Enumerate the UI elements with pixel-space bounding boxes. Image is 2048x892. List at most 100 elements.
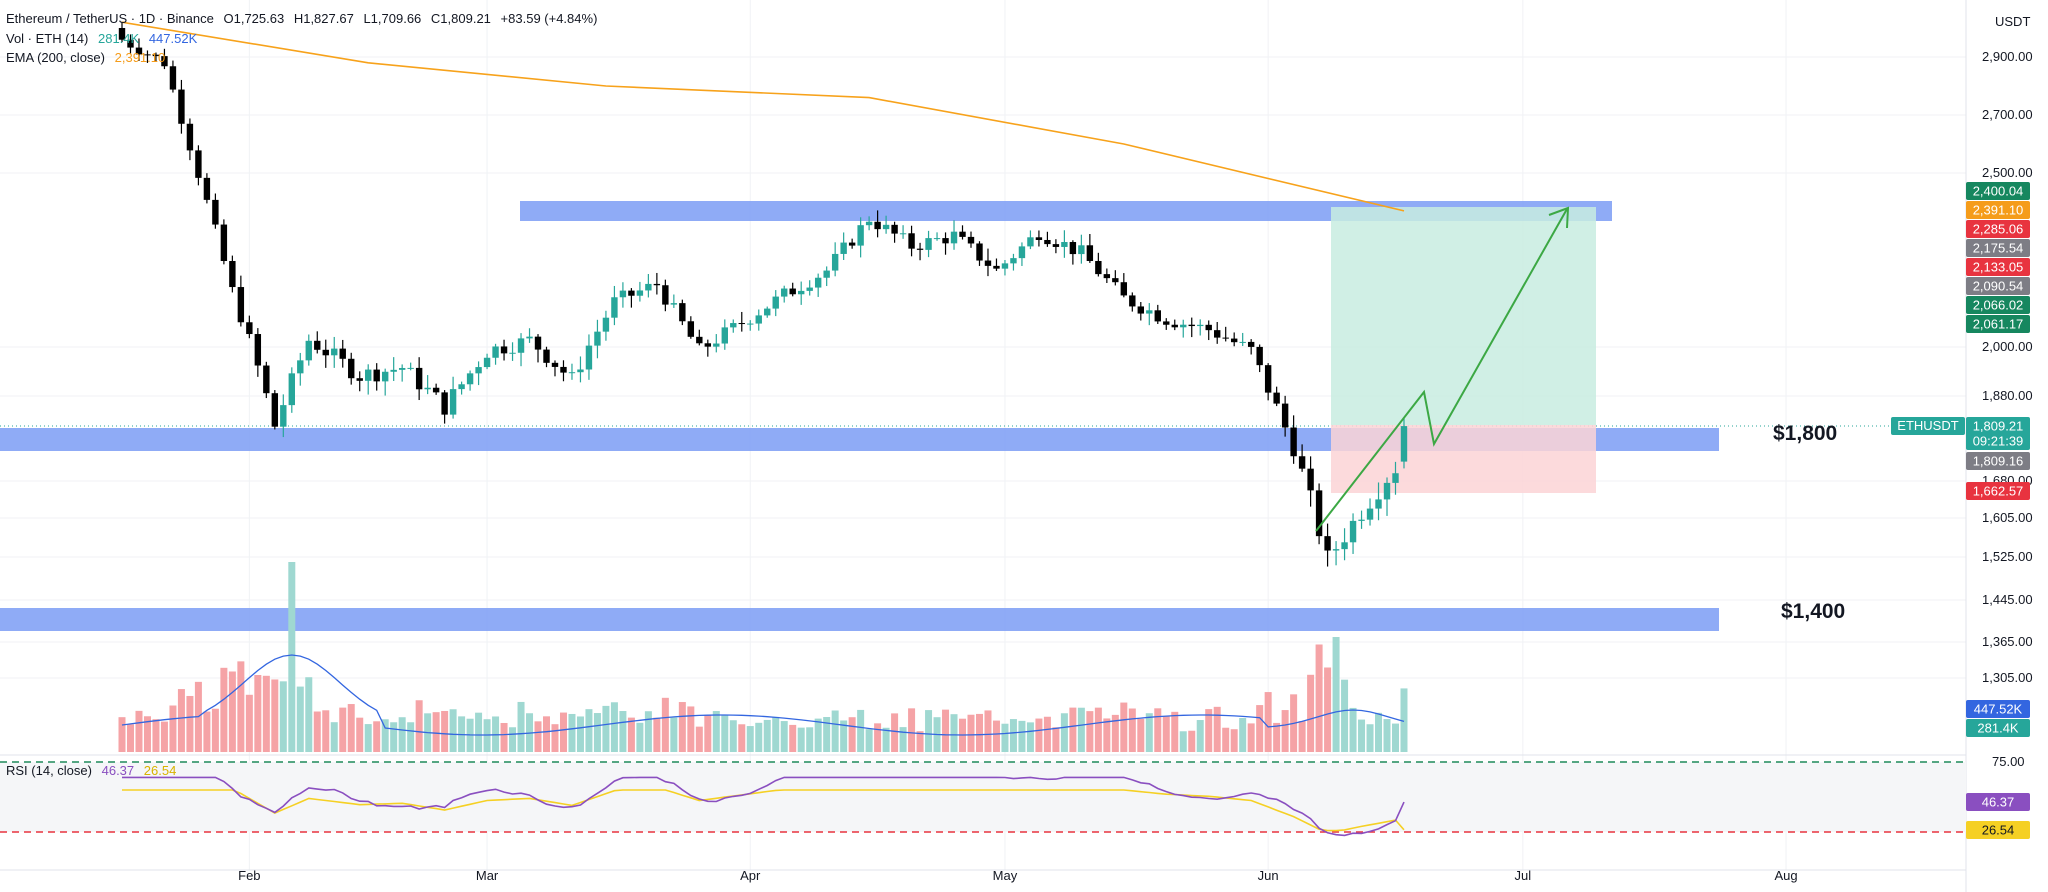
- candle-body: [1001, 263, 1009, 269]
- volume-bar: [568, 713, 576, 752]
- candle-body: [925, 238, 932, 250]
- candle-body: [882, 224, 890, 230]
- ohlc-change: +83.59 (+4.84%): [500, 11, 598, 26]
- volume-bar: [305, 677, 313, 752]
- volume-bar: [500, 722, 508, 752]
- ema-legend[interactable]: EMA (200, close) 2,391.10: [6, 50, 165, 65]
- volume-bar: [942, 709, 950, 752]
- volume-bar: [1137, 718, 1145, 752]
- time-tick-label: Apr: [740, 868, 761, 883]
- candle-body: [1086, 245, 1094, 261]
- candle-body: [747, 323, 754, 325]
- volume-bar: [169, 705, 177, 752]
- volume-bar: [1120, 702, 1128, 752]
- candle-body: [1273, 392, 1280, 404]
- rsi-tick-label: 75.00: [1992, 754, 2025, 769]
- candle-body: [645, 283, 652, 291]
- candle-body: [738, 323, 745, 325]
- rsi-pane: [0, 761, 1966, 837]
- price-tick-label: 2,500.00: [1982, 165, 2033, 180]
- candle-body: [398, 367, 406, 370]
- ohlc-close: C1,809.21: [430, 11, 491, 26]
- candle-body: [687, 321, 695, 337]
- volume-bar: [186, 695, 194, 752]
- candle-body: [297, 360, 304, 374]
- symbol-legend[interactable]: Ethereum / TetherUS · 1D · Binance O1,72…: [6, 11, 597, 26]
- chart-grid: [0, 0, 1967, 892]
- candle-body: [764, 308, 771, 316]
- price-badge-text: 2,066.02: [1973, 298, 2024, 313]
- candle-body: [1146, 310, 1153, 314]
- price-badges: 2,400.04 2,391.10 2,285.06 2,175.54 2,133.05…: [1891, 182, 2030, 839]
- volume-bar: [364, 724, 372, 752]
- volume-bar: [1060, 713, 1068, 752]
- volume-bar: [1077, 707, 1085, 752]
- candle-body: [967, 236, 975, 244]
- symbol-tag-text: ETHUSDT: [1897, 418, 1958, 433]
- candle-body: [1069, 242, 1077, 255]
- price-badge: [1966, 220, 2030, 238]
- candle-body: [636, 290, 644, 296]
- price-badge: [1966, 452, 2030, 470]
- candle-body: [679, 303, 686, 322]
- rsi-ma-line: [122, 789, 1405, 832]
- volume-bar: [1128, 708, 1136, 752]
- candle-body: [118, 28, 126, 40]
- candle-body: [1247, 341, 1255, 347]
- price-badge-text: 281.4K: [1977, 721, 2019, 736]
- volume-bar: [865, 729, 873, 752]
- candle-body: [1315, 490, 1323, 537]
- time-tick-label: May: [993, 868, 1018, 883]
- volume-bar: [644, 711, 652, 752]
- candle-body: [1214, 330, 1221, 338]
- candle-body: [611, 297, 618, 318]
- candle-body: [407, 367, 414, 369]
- candle-body: [1180, 324, 1187, 328]
- volume-bar: [1366, 724, 1374, 752]
- time-tick-label: Feb: [238, 868, 260, 883]
- volume-bar: [874, 723, 882, 752]
- volume-bar: [339, 707, 347, 752]
- volume-bar: [1230, 729, 1238, 752]
- candle-body: [1358, 519, 1365, 521]
- price-axis: USDT 2,900.00 2,700.00 2,500.00 2,000.00 1,88…: [1982, 14, 2033, 769]
- time-tick-label: Jul: [1515, 868, 1532, 883]
- candle-body: [899, 233, 907, 235]
- volume-bar: [619, 711, 627, 752]
- price-badge-text: 1,662.57: [1973, 484, 2024, 499]
- volume-legend[interactable]: Vol · ETH (14) 281.4K 447.52K: [6, 31, 197, 46]
- price-badge: [1966, 182, 2030, 200]
- price-badge-text: 46.37: [1982, 795, 2015, 810]
- volume-bar: [823, 717, 831, 752]
- rsi-legend[interactable]: RSI (14, close) 46.37 26.54: [6, 763, 176, 778]
- volume-bar: [160, 721, 168, 752]
- volume-bar: [891, 713, 899, 752]
- volume-bar: [1307, 674, 1315, 752]
- candle-body: [891, 224, 898, 234]
- candle-body: [492, 346, 499, 358]
- volume-bar: [398, 717, 406, 752]
- candle-body: [424, 387, 431, 390]
- ohlc-open: O1,725.63: [223, 11, 285, 26]
- volume-bar: [407, 722, 415, 752]
- volume-bar: [347, 704, 355, 752]
- price-badge-text: 2,133.05: [1973, 260, 2024, 275]
- volume-bar: [831, 710, 839, 752]
- candle-body: [441, 392, 448, 415]
- candle-body: [704, 343, 712, 347]
- volume-bar: [1205, 709, 1213, 752]
- support-resistance-zones: [0, 201, 1966, 631]
- volume-bar: [721, 715, 729, 752]
- candle-body: [534, 336, 542, 350]
- volume-pane: [118, 562, 1408, 752]
- volume-bar: [1400, 688, 1408, 752]
- candle-body: [483, 357, 491, 368]
- volume-bar: [390, 722, 398, 752]
- candle-body: [916, 248, 924, 250]
- volume-bar: [763, 719, 771, 752]
- candle-body: [1061, 242, 1068, 247]
- volume-bar: [1256, 705, 1264, 752]
- candle-body: [721, 327, 728, 344]
- volume-bar: [177, 689, 185, 752]
